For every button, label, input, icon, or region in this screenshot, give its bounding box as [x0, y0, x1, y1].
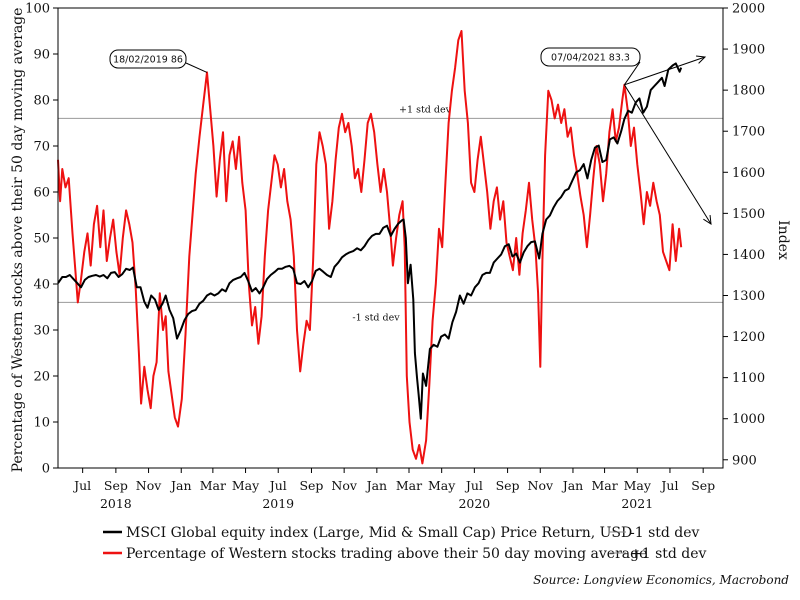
annotation-layer: 18/02/2019 86 07/04/2021 83.3 — [109, 47, 712, 225]
legend-label-plus-band: +1 std dev — [630, 546, 707, 562]
source-note: Source: Longview Economics, Macrobond — [533, 573, 789, 587]
x-tick-label: Mar — [591, 478, 617, 493]
legend-label-red-series: Percentage of Western stocks trading abo… — [126, 546, 647, 562]
x-tick-label: Nov — [528, 478, 554, 493]
left-tick-label: 40 — [33, 278, 50, 293]
callout-leader-line — [623, 61, 641, 86]
callout-box — [540, 47, 641, 67]
left-axis-title: Percentage of Western stocks above their… — [10, 8, 26, 473]
axis-layer: 0 10 20 30 40 50 60 70 80 90 100 900 1000 1100 1200 130… — [25, 2, 765, 512]
right-tick-label: 1900 — [732, 43, 765, 58]
x-tick-label: Sep — [104, 478, 128, 493]
x-year-label: 2021 — [621, 496, 653, 511]
x-tick-label: Jul — [464, 478, 483, 493]
right-tick-label: 1000 — [732, 412, 765, 427]
right-tick-label: 1700 — [732, 125, 765, 140]
left-tick-label: 20 — [33, 370, 50, 385]
x-tick-label: Mar — [200, 478, 226, 493]
series-line-red — [57, 30, 683, 465]
left-tick-label: 0 — [42, 462, 50, 477]
left-tick-label: 50 — [33, 232, 50, 247]
x-tick-label: Jul — [72, 478, 91, 493]
right-tick-label: 1300 — [732, 289, 765, 304]
x-year-label: 2018 — [100, 496, 132, 511]
trend-arrow-down-head — [703, 214, 712, 225]
x-tick-label: Sep — [299, 478, 323, 493]
callout-box — [109, 49, 187, 69]
right-tick-label: 1400 — [732, 248, 765, 263]
x-tick-label: May — [428, 478, 456, 493]
callout-label: 07/04/2021 83.3 — [551, 53, 630, 64]
trend-arrow-down — [623, 84, 712, 225]
x-tick-label: Jan — [365, 478, 388, 493]
right-tick-label: 1600 — [732, 166, 765, 181]
right-tick-label: 900 — [732, 453, 757, 468]
right-tick-label: 1800 — [732, 84, 765, 99]
callout-label: 18/02/2019 86 — [113, 55, 183, 66]
right-tick-label: 1100 — [732, 371, 765, 386]
x-tick-label: Jul — [659, 478, 678, 493]
band-label-0: +1 std dev — [399, 104, 452, 115]
right-tick-label: 1500 — [732, 207, 765, 222]
legend: MSCI Global equity index (Large, Mid & S… — [103, 525, 707, 562]
band-layer: +1 std dev -1 std dev — [58, 104, 723, 323]
x-tick-label: May — [232, 478, 260, 493]
x-tick-label: Jan — [169, 478, 192, 493]
left-tick-label: 10 — [33, 416, 50, 431]
x-tick-label: Jul — [268, 478, 287, 493]
x-tick-label: Nov — [331, 478, 357, 493]
x-tick-label: Sep — [496, 478, 520, 493]
trend-arrow-up — [624, 56, 706, 86]
x-tick-label: Nov — [136, 478, 162, 493]
series-line-msci — [57, 62, 683, 420]
x-year-label: 2019 — [262, 496, 294, 511]
x-tick-label: May — [624, 478, 652, 493]
x-tick-label: Sep — [691, 478, 715, 493]
right-tick-label: 1200 — [732, 330, 765, 345]
left-tick-label: 70 — [33, 140, 50, 155]
right-axis-title: Index — [775, 220, 791, 260]
right-tick-label: 2000 — [732, 2, 765, 17]
left-tick-label: 30 — [33, 324, 50, 339]
band-label-1: -1 std dev — [352, 312, 400, 323]
trend-arrow-up-head — [696, 55, 707, 64]
x-year-label: 2020 — [458, 496, 490, 511]
left-tick-label: 90 — [33, 48, 50, 63]
legend-label-msci: MSCI Global equity index (Large, Mid & S… — [126, 525, 632, 541]
x-tick-label: Mar — [396, 478, 422, 493]
series-layer — [57, 30, 683, 465]
left-tick-label: 80 — [33, 94, 50, 109]
legend-label-minus-band: -1 std dev — [630, 525, 700, 541]
x-tick-label: Jan — [561, 478, 584, 493]
left-tick-label: 60 — [33, 186, 50, 201]
left-tick-label: 100 — [25, 2, 50, 17]
callout-leader-line — [185, 62, 208, 73]
